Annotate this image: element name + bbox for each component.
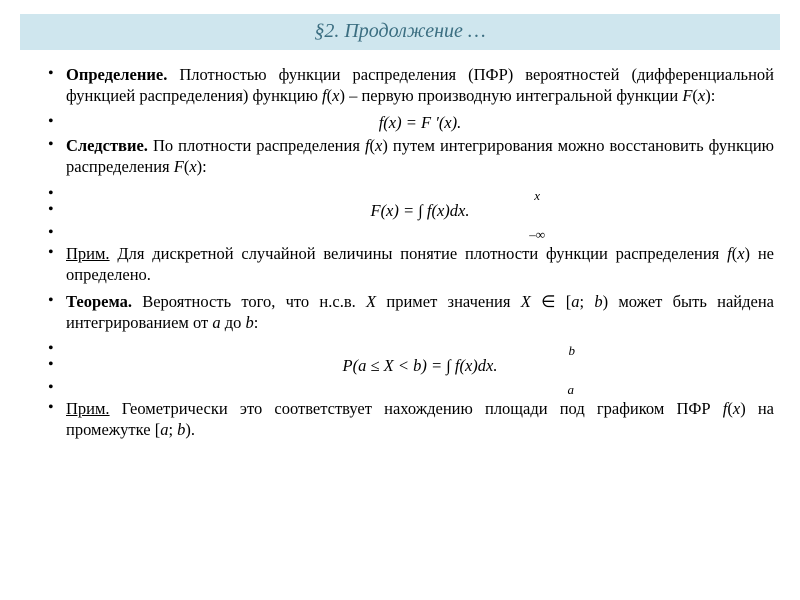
theorem-text-1: Вероятность того, что н.с.в.	[132, 292, 366, 311]
theorem-paragraph: Теорема. Вероятность того, что н.с.в. X …	[48, 291, 774, 333]
equation-2-lower-limit: –∞	[48, 223, 774, 237]
eq1-text: f(x) = F ′(x).	[379, 113, 462, 132]
eq3-text: P(a ≤ X < b) = ∫ f(x)dx.	[343, 356, 498, 375]
x-symbol: x	[332, 86, 339, 105]
eq2-limit-bot: –∞	[529, 227, 545, 242]
x-symbol-6: x	[733, 399, 740, 418]
corollary-label: Следствие.	[66, 136, 148, 155]
theorem-text-2: примет значения	[376, 292, 521, 311]
corollary-paragraph: Следствие. По плотности распределения f(…	[48, 135, 774, 177]
theorem-text-4: ;	[579, 292, 594, 311]
note-2-text-1: Геометрически это соответствует нахожден…	[110, 399, 723, 418]
note-2-text-4: ).	[185, 420, 195, 439]
x-symbol-4: x	[189, 157, 196, 176]
eq3-limit-bot: a	[568, 382, 575, 397]
slide-title: §2. Продолжение …	[20, 14, 780, 50]
equation-3-lower-limit: a	[48, 378, 774, 392]
equation-1: f(x) = F ′(x).	[48, 112, 774, 133]
note-1-label: Прим.	[66, 244, 110, 263]
note-2-paragraph: Прим. Геометрически это соответствует на…	[48, 398, 774, 440]
x-symbol-2: x	[698, 86, 705, 105]
note-1-paragraph: Прим. Для дискретной случайной величины …	[48, 243, 774, 285]
fx-symbol-3: f	[727, 244, 732, 263]
definition-text-2: – первую производную интегральной функци…	[345, 86, 682, 105]
theorem-text-6: до	[221, 313, 246, 332]
note-2-label: Прим.	[66, 399, 110, 418]
definition-paragraph: Определение. Плотностью функции распреде…	[48, 64, 774, 106]
equation-2-upper-limit: x	[48, 184, 774, 198]
fx-symbol-4: f	[723, 399, 728, 418]
eq2-text: F(x) = ∫ f(x)dx.	[370, 201, 469, 220]
fx-symbol: f	[322, 86, 327, 105]
X-symbol-2: X	[521, 292, 531, 311]
note-1-text-1: Для дискретной случайной величины поняти…	[110, 244, 728, 263]
definition-label: Определение.	[66, 65, 167, 84]
equation-2: F(x) = ∫ f(x)dx.	[48, 200, 774, 221]
Fx-symbol: F	[682, 86, 692, 105]
a-symbol-2: a	[212, 313, 220, 332]
x-symbol-3: x	[375, 136, 382, 155]
X-symbol-1: X	[366, 292, 376, 311]
note-2-text-3: ;	[168, 420, 177, 439]
slide: §2. Продолжение … Определение. Плотность…	[0, 0, 800, 600]
b-symbol-1: b	[594, 292, 602, 311]
theorem-text-3: ∈ [	[531, 292, 571, 311]
x-symbol-5: x	[737, 244, 744, 263]
slide-body: Определение. Плотностью функции распреде…	[20, 64, 780, 440]
b-symbol-2: b	[246, 313, 254, 332]
equation-3: P(a ≤ X < b) = ∫ f(x)dx.	[48, 355, 774, 376]
fx-symbol-2: f	[365, 136, 370, 155]
Fx-symbol-2: F	[174, 157, 184, 176]
equation-3-upper-limit: b	[48, 339, 774, 353]
corollary-text-1: По плотности распределения	[148, 136, 365, 155]
theorem-label: Теорема.	[66, 292, 132, 311]
